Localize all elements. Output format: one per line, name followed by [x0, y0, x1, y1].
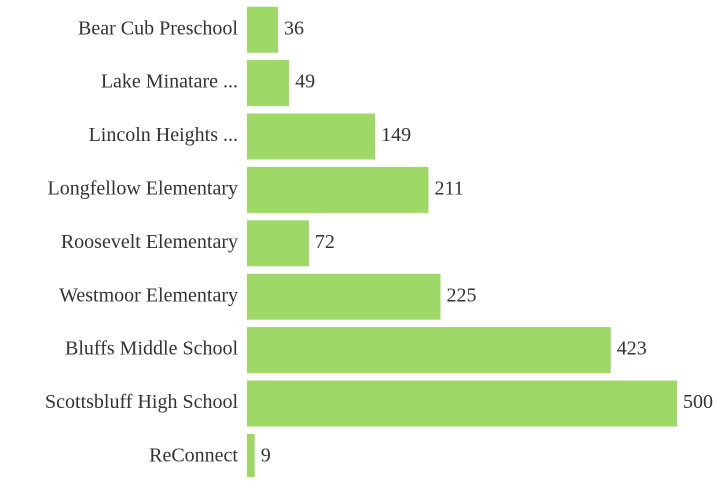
category-label: Lake Minatare ... — [101, 71, 238, 93]
category-label: Bear Cub Preschool — [78, 17, 238, 39]
bar — [247, 327, 611, 374]
value-label: 36 — [284, 17, 304, 39]
bar — [247, 6, 278, 53]
value-label: 149 — [381, 124, 411, 146]
bar — [247, 433, 255, 480]
category-label: Westmoor Elementary — [59, 284, 238, 306]
value-label: 500 — [683, 391, 713, 413]
bar — [247, 60, 290, 107]
bar — [247, 113, 376, 160]
value-label: 49 — [295, 71, 315, 93]
value-label: 423 — [617, 338, 647, 360]
bar — [247, 166, 429, 213]
bar — [247, 380, 677, 427]
category-label: Scottsbluff High School — [45, 391, 238, 413]
bar — [247, 273, 441, 320]
category-label: Longfellow Elementary — [48, 177, 239, 199]
category-label: ReConnect — [149, 444, 238, 466]
value-label: 9 — [261, 444, 271, 466]
value-label: 225 — [447, 284, 477, 306]
category-label: Roosevelt Elementary — [61, 231, 238, 253]
value-label: 211 — [434, 177, 463, 199]
category-label: Bluffs Middle School — [65, 338, 238, 360]
value-label: 72 — [315, 231, 335, 253]
bar — [247, 220, 309, 267]
category-label: Lincoln Heights ... — [89, 124, 238, 146]
